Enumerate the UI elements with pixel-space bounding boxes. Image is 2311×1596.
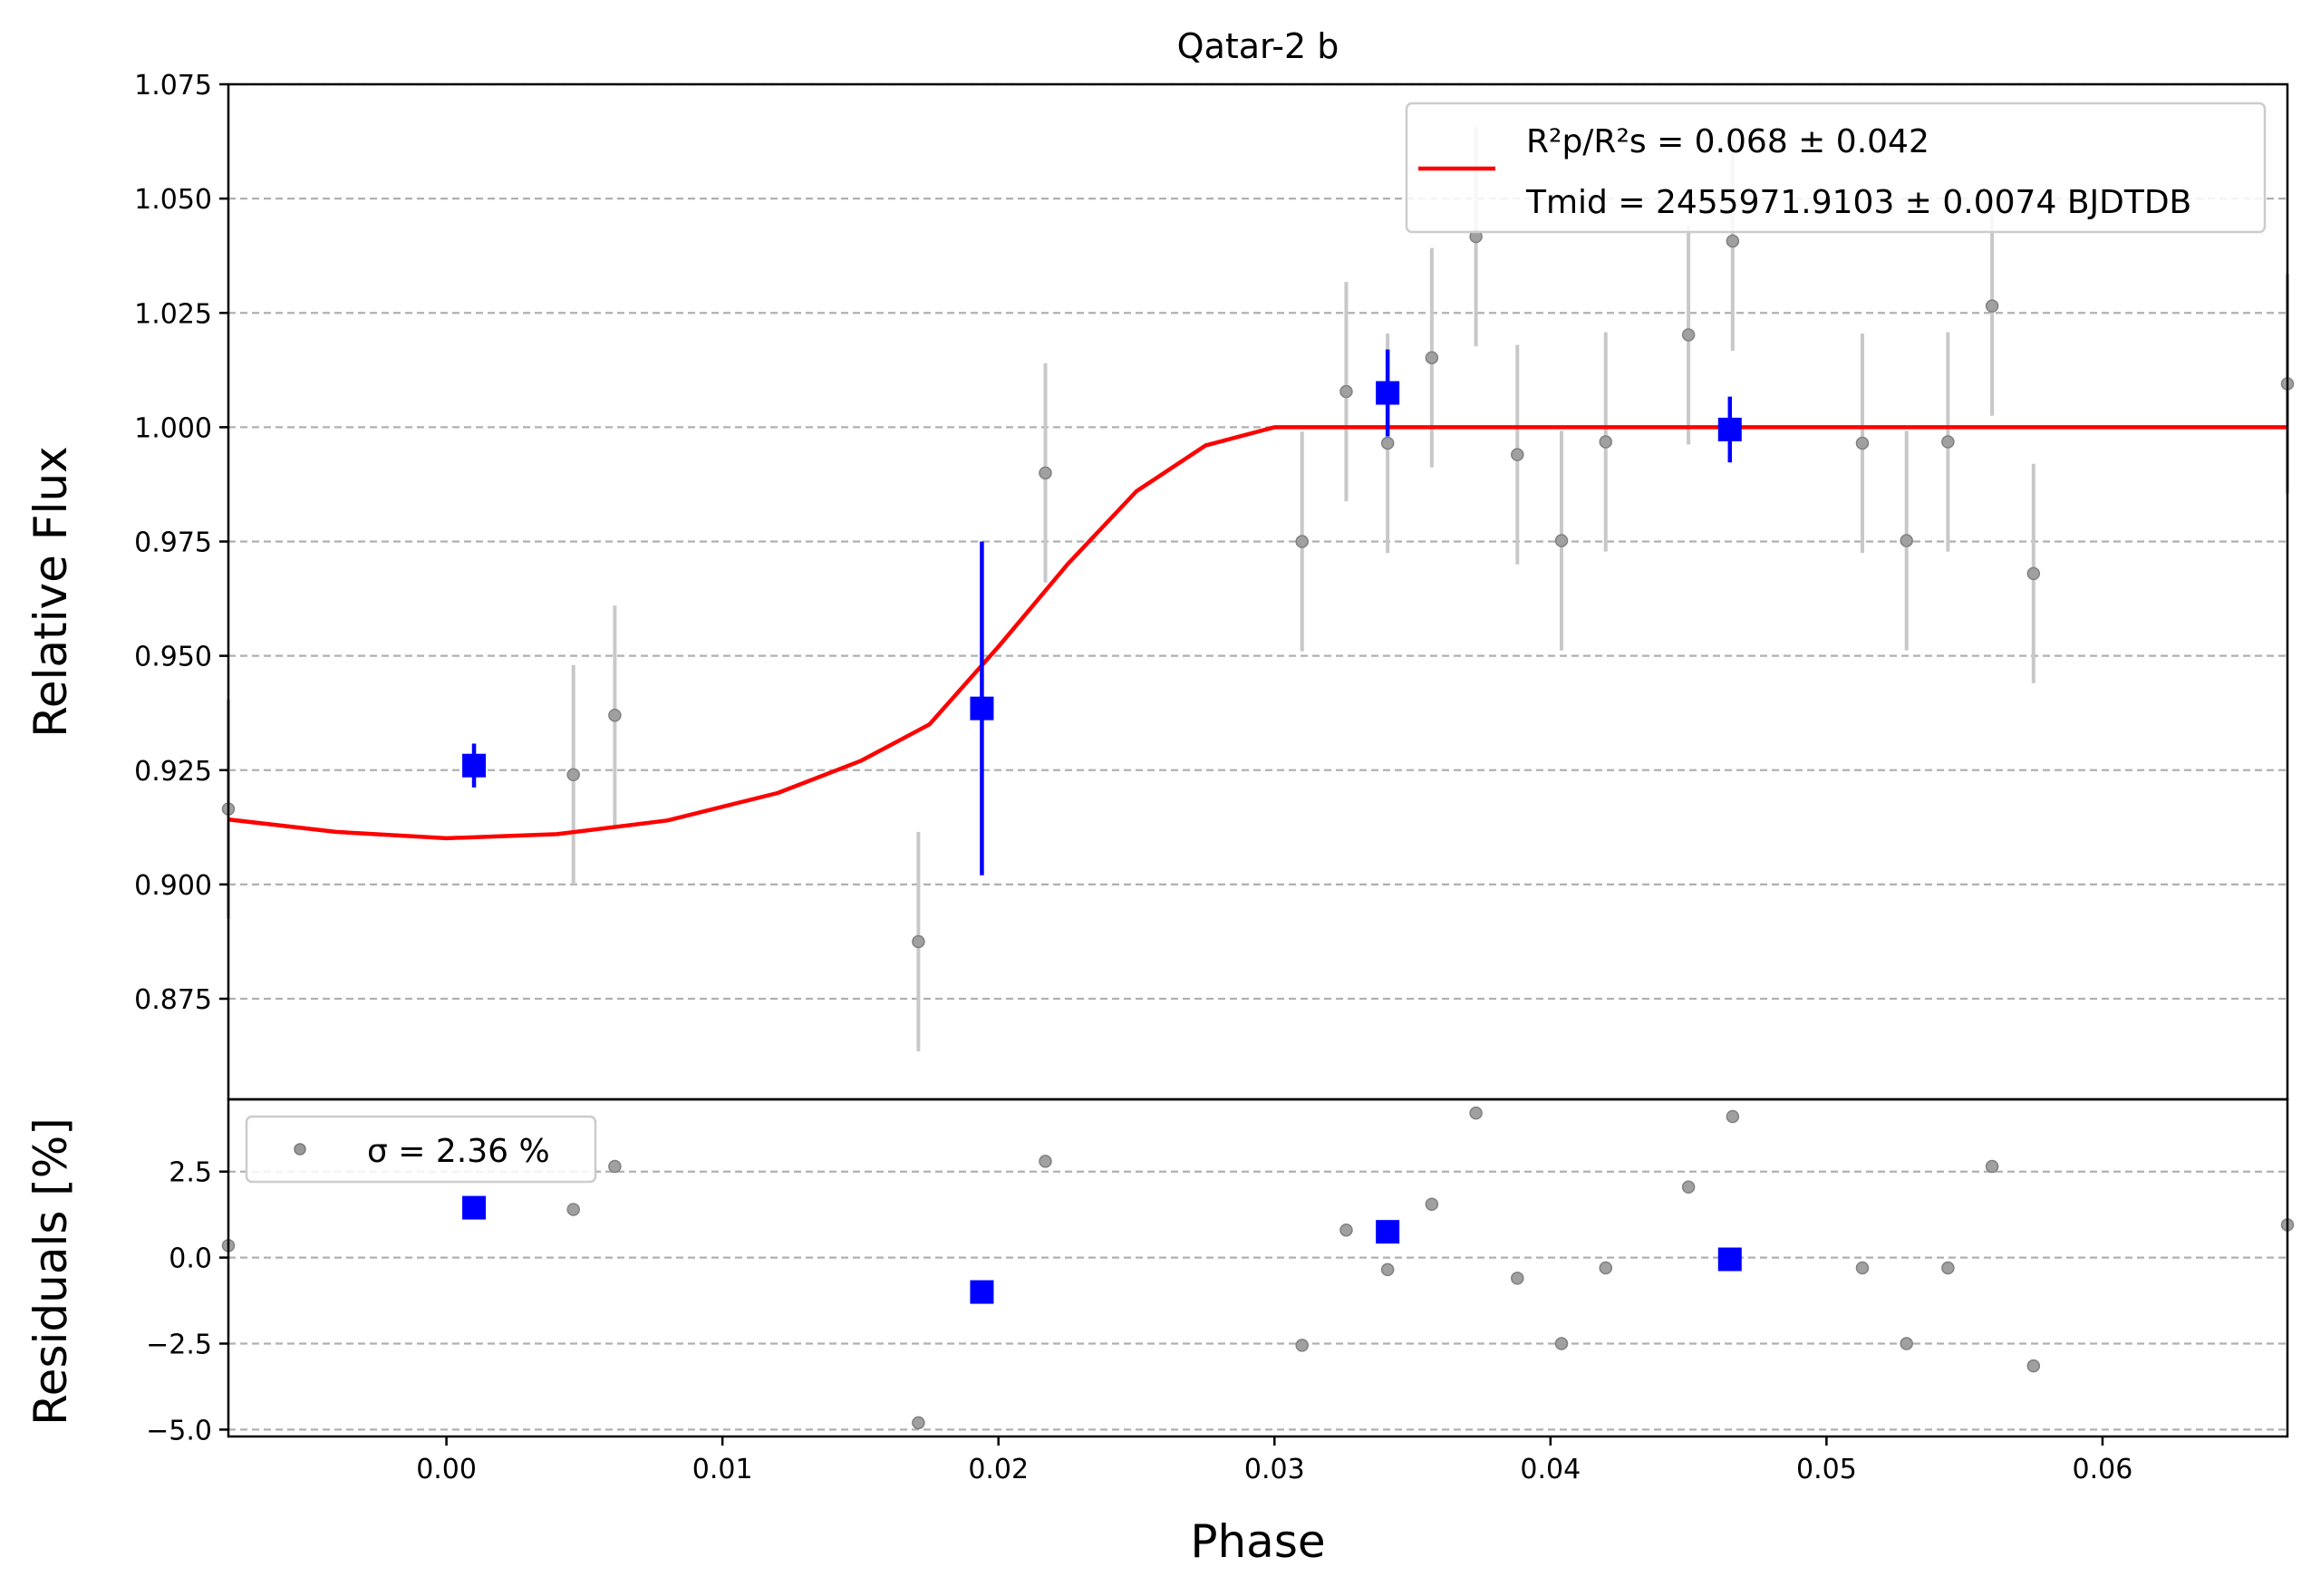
- residual-point: [566, 1203, 580, 1216]
- residual-point: [1985, 1159, 1999, 1174]
- binned-data-point: [1376, 381, 1400, 405]
- x-tick-label: 0.02: [968, 1454, 1029, 1485]
- flux-y-tick-label: 0.925: [134, 756, 212, 788]
- flux-y-tick-label: 1.075: [134, 70, 212, 102]
- binned-data-point: [1717, 417, 1742, 441]
- flux-y-tick-label: 0.950: [134, 642, 212, 673]
- legend-sigma-text: σ = 2.36 %: [367, 1133, 550, 1170]
- binned-residual-point: [1376, 1220, 1400, 1244]
- residual-y-tick-label: −2.5: [146, 1330, 212, 1361]
- legend-ratio-text: R²p/R²s = 0.068 ± 0.042: [1526, 123, 1929, 160]
- x-tick-label: 0.00: [416, 1454, 477, 1485]
- residual-point: [1599, 1261, 1612, 1275]
- residual-y-tick-label: 2.5: [169, 1157, 212, 1189]
- raw-data-point: [608, 708, 622, 722]
- raw-data-point: [566, 768, 580, 782]
- residual-point: [1726, 1109, 1740, 1124]
- flux-panel-y-ticks: 0.875 0.900 0.925 0.950 0.975 1.000 1.025 1.050…: [134, 70, 228, 1016]
- residual-point: [1900, 1337, 1913, 1350]
- raw-data-point: [1554, 534, 1569, 547]
- flux-legend-box: [1405, 102, 2267, 234]
- residual-point: [1469, 1106, 1483, 1120]
- flux-y-tick-label: 0.975: [134, 527, 212, 559]
- x-axis-label: Phase: [1190, 1515, 1325, 1568]
- residuals-panel: −5.0−2.50.02.5 0.00 0.01 0.02 0.03 0.04 0.05 0…: [146, 1098, 2295, 1485]
- residual-point: [1380, 1262, 1395, 1277]
- x-tick-label: 0.03: [1244, 1454, 1305, 1485]
- raw-data-point: [1425, 351, 1439, 364]
- residual-point: [1295, 1339, 1309, 1352]
- flux-legend: R²p/R²s = 0.068 ± 0.042 Tmid = 2455971.9…: [1405, 102, 2267, 234]
- residuals-panel-y-ticks: −5.0 −2.5 0.0 2.5: [146, 1157, 228, 1446]
- residuals-legend-box: [245, 1115, 597, 1184]
- flux-panel: 0.875 0.900 0.925 0.950 0.975 1.000 1.025 1.050…: [134, 70, 2295, 1101]
- residual-point: [2026, 1359, 2041, 1373]
- flux-y-tick-label: 0.875: [134, 984, 212, 1016]
- residual-point: [1339, 1223, 1353, 1237]
- bottom-y-axis-label: Residuals [%]: [24, 1117, 77, 1426]
- residual-point-legend-swatch: [294, 1143, 306, 1156]
- x-tick-label: 0.01: [692, 1454, 753, 1485]
- x-tick-label: 0.04: [1520, 1454, 1581, 1485]
- chart-title: Qatar-2 b: [1177, 26, 1339, 66]
- top-y-axis-label: Relative Flux: [24, 446, 77, 737]
- raw-data-point: [1380, 436, 1395, 450]
- x-tick-label: 0.06: [2073, 1454, 2133, 1485]
- residual-point: [608, 1159, 622, 1174]
- flux-panel-error-bars: [221, 126, 2295, 1052]
- flux-y-tick-label: 1.050: [134, 184, 212, 216]
- residuals-panel-frame: [227, 1098, 2289, 1438]
- flux-y-tick-label: 1.025: [134, 298, 212, 330]
- raw-data-point: [1599, 435, 1612, 449]
- flux-y-tick-label: 1.000: [134, 412, 212, 444]
- flux-y-tick-label: 0.900: [134, 870, 212, 902]
- raw-data-point: [1900, 534, 1913, 547]
- binned-data-point: [462, 753, 487, 778]
- raw-data-point: [1039, 466, 1052, 480]
- raw-data-point: [1855, 436, 1870, 450]
- x-tick-label: 0.05: [1796, 1454, 1857, 1485]
- raw-data-point: [1295, 535, 1309, 548]
- residual-y-tick-label: 0.0: [169, 1243, 212, 1275]
- residual-point: [1855, 1261, 1870, 1275]
- residual-point: [1425, 1197, 1439, 1212]
- flux-panel-marks: [227, 349, 2287, 875]
- legend-tmid-text: Tmid = 2455971.9103 ± 0.0074 BJDTDB: [1525, 184, 2191, 221]
- residual-point: [1039, 1155, 1052, 1168]
- residuals-panel-x-ticks: 0.00 0.01 0.02 0.03 0.04 0.05 0.06: [416, 1436, 2132, 1485]
- residual-point: [1681, 1180, 1696, 1195]
- residual-y-tick-label: −5.0: [146, 1415, 212, 1446]
- raw-data-point: [1941, 435, 1955, 449]
- raw-data-point: [1726, 234, 1740, 248]
- raw-data-point: [1511, 448, 1524, 461]
- raw-data-point: [912, 934, 925, 949]
- binned-data-point: [970, 696, 994, 721]
- raw-data-point: [1985, 299, 1999, 313]
- residual-point: [912, 1416, 925, 1430]
- residuals-legend: σ = 2.36 %: [245, 1115, 597, 1184]
- residual-point: [1511, 1272, 1524, 1285]
- raw-data-point: [1339, 384, 1353, 399]
- binned-residual-point: [462, 1195, 487, 1220]
- residual-point: [1554, 1337, 1569, 1350]
- binned-residual-point: [1717, 1247, 1742, 1272]
- binned-residual-point: [970, 1280, 994, 1304]
- raw-data-point: [2026, 566, 2041, 581]
- residual-point: [1941, 1261, 1955, 1275]
- transit-model-line: [227, 425, 2287, 841]
- residuals-panel-marks: [221, 1106, 2295, 1430]
- raw-data-point: [1681, 328, 1696, 342]
